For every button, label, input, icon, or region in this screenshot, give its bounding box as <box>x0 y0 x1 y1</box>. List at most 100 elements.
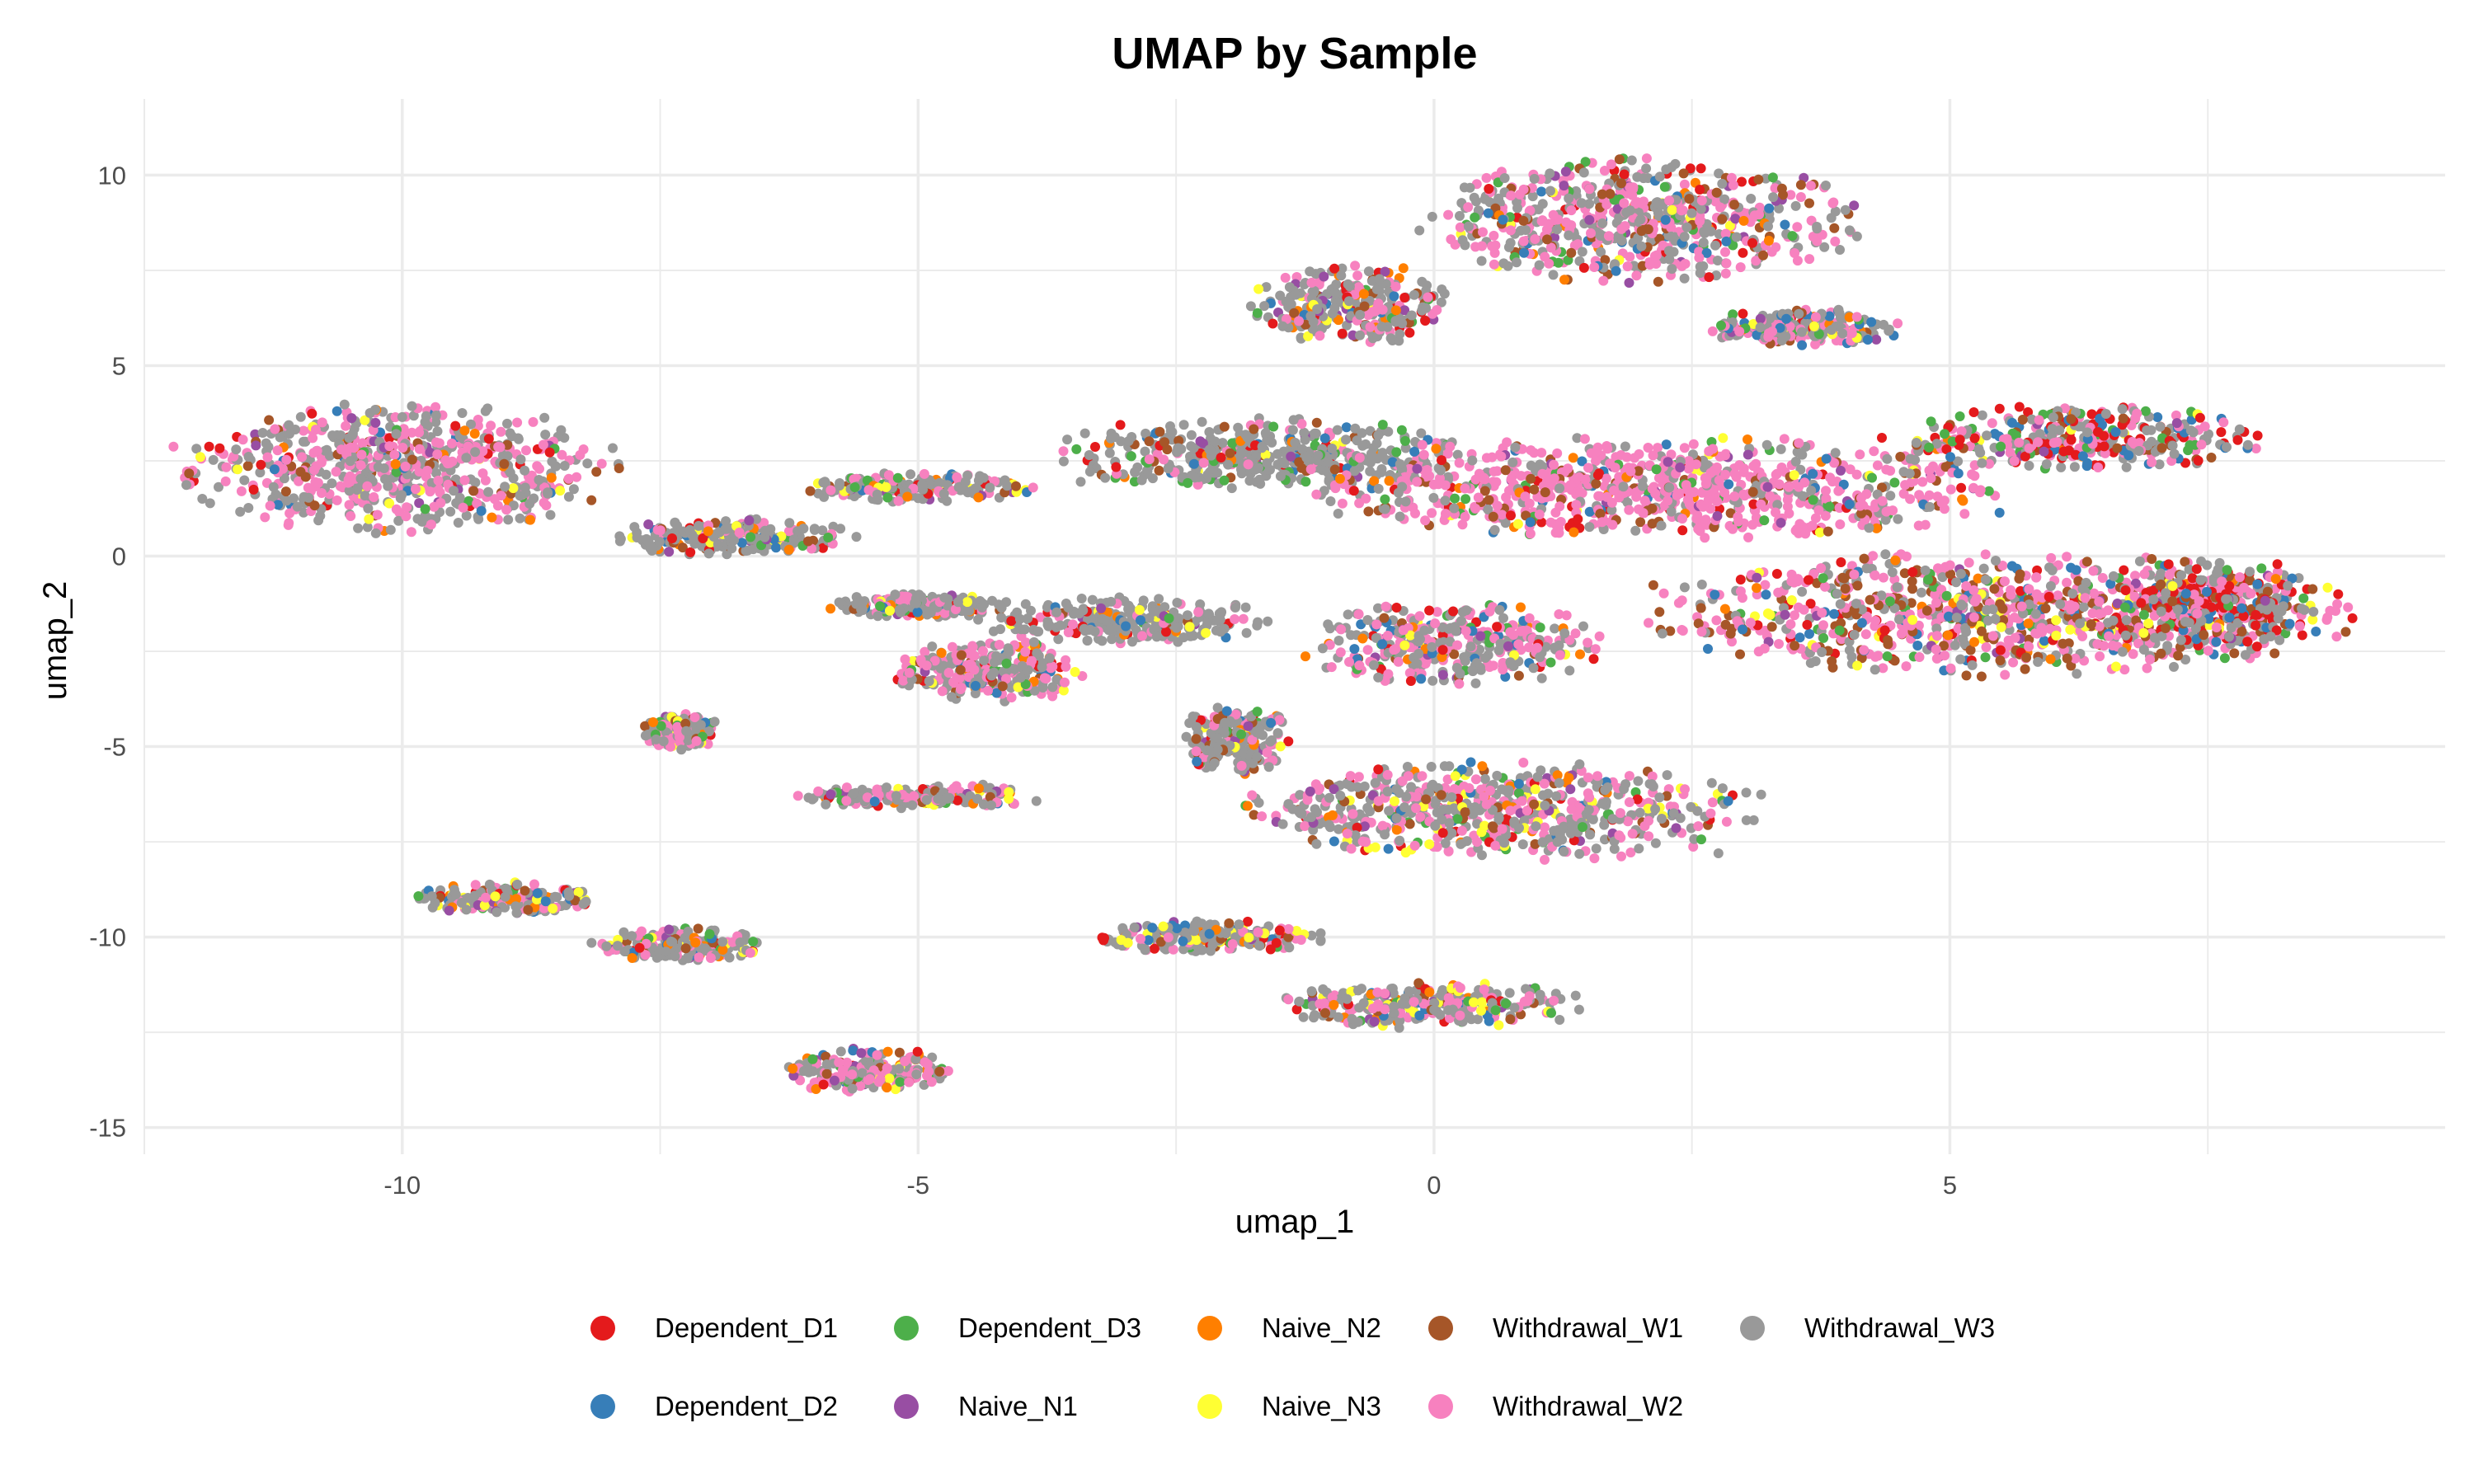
data-point <box>1230 614 1240 624</box>
data-point <box>1700 514 1711 525</box>
data-point <box>1287 425 1298 435</box>
data-point <box>1580 474 1591 485</box>
data-point <box>2120 630 2131 641</box>
data-point <box>1647 519 1658 529</box>
data-point <box>1243 459 1253 470</box>
data-point <box>299 436 308 447</box>
data-point <box>470 880 481 890</box>
data-point <box>1677 595 1687 606</box>
data-point <box>1877 495 1888 506</box>
data-point <box>571 472 582 482</box>
data-point <box>1639 495 1650 506</box>
data-point <box>1792 524 1803 534</box>
data-point <box>694 952 704 963</box>
data-point <box>825 485 836 495</box>
data-point <box>1933 563 1943 574</box>
data-point <box>1657 628 1667 639</box>
data-point <box>1917 477 1928 487</box>
data-point <box>1991 556 2001 566</box>
data-point <box>1223 459 1234 470</box>
data-point <box>693 923 703 934</box>
data-point <box>771 542 781 553</box>
data-point <box>683 951 694 962</box>
data-point <box>1786 595 1797 605</box>
data-point <box>1844 499 1855 510</box>
data-point <box>1460 494 1471 505</box>
data-point <box>705 953 716 963</box>
data-point <box>1940 650 1950 661</box>
data-point <box>383 481 393 491</box>
data-point <box>1516 471 1526 481</box>
data-point <box>1262 458 1272 468</box>
data-point <box>346 511 356 521</box>
data-point <box>1061 599 1071 608</box>
data-point <box>703 526 713 537</box>
data-point <box>1816 563 1827 574</box>
data-point <box>1967 469 1978 480</box>
data-point <box>921 660 932 671</box>
data-point <box>1219 475 1230 486</box>
data-point <box>1263 616 1273 627</box>
data-point <box>1995 655 2006 665</box>
data-point <box>1216 453 1226 463</box>
data-point <box>709 716 720 727</box>
data-point <box>385 524 396 535</box>
data-point <box>904 1077 915 1087</box>
data-point <box>1782 501 1793 512</box>
data-point <box>1380 494 1390 505</box>
data-point <box>1540 487 1550 498</box>
data-point <box>508 483 519 494</box>
data-point <box>1605 458 1616 469</box>
data-point <box>398 430 409 440</box>
data-point <box>1512 519 1523 529</box>
data-point <box>1765 609 1776 620</box>
data-point <box>805 486 816 496</box>
data-point <box>943 1066 953 1076</box>
data-point <box>1870 665 1880 675</box>
data-point <box>2169 661 2179 672</box>
data-point <box>1210 436 1221 447</box>
data-point <box>784 518 795 528</box>
data-point <box>321 469 332 480</box>
data-point <box>996 603 1007 613</box>
data-point <box>540 896 551 907</box>
data-point <box>905 469 916 480</box>
data-point <box>1766 622 1777 632</box>
data-point <box>545 510 556 520</box>
data-point <box>1634 448 1644 459</box>
data-point <box>1138 595 1149 606</box>
data-point <box>1384 476 1395 486</box>
data-point <box>835 1046 846 1057</box>
data-point <box>1011 481 1021 491</box>
data-point <box>393 515 404 526</box>
data-point <box>1855 449 1865 460</box>
data-point <box>1941 590 1952 601</box>
data-point <box>1983 486 1994 496</box>
data-point <box>431 437 441 448</box>
data-point <box>898 675 909 686</box>
data-point <box>591 467 602 477</box>
data-point <box>397 490 407 500</box>
data-point <box>1058 456 1069 467</box>
data-point <box>550 461 561 472</box>
data-point <box>798 524 809 534</box>
data-point <box>881 481 891 492</box>
data-point <box>1323 457 1333 467</box>
data-point <box>1759 643 1770 654</box>
data-point <box>391 504 402 514</box>
data-point <box>352 485 362 495</box>
data-point <box>1989 584 2000 594</box>
data-point <box>695 720 706 730</box>
data-point <box>882 1046 893 1057</box>
data-point <box>2094 621 2105 632</box>
data-point <box>994 640 1004 650</box>
data-point <box>463 441 473 452</box>
data-point <box>1253 463 1263 473</box>
data-point <box>1945 484 1956 495</box>
data-point <box>2173 650 2184 661</box>
data-point <box>1536 448 1547 458</box>
data-point <box>1773 587 1784 598</box>
data-point <box>476 505 487 516</box>
data-point <box>539 412 550 423</box>
data-point <box>233 464 243 475</box>
